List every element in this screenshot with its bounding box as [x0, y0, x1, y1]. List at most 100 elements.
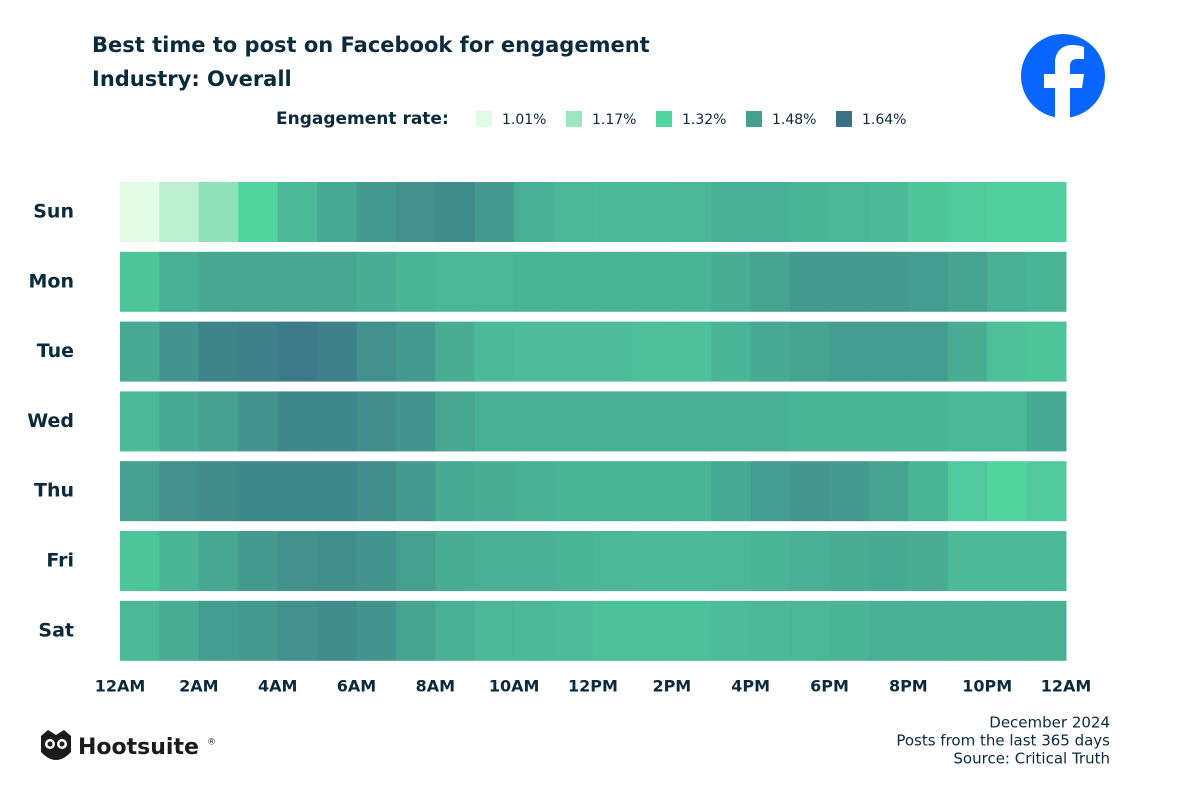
legend-label: 1.01%	[502, 112, 546, 128]
heatmap-cell	[908, 531, 949, 591]
brand-name: Hootsuite	[78, 735, 199, 760]
heatmap-cell	[711, 251, 752, 312]
heatmap-cell	[159, 321, 200, 382]
heatmap-cell	[671, 531, 712, 591]
heatmap-cell	[159, 531, 200, 591]
heatmap-cell	[435, 182, 476, 242]
heatmap-cell	[474, 391, 515, 452]
heatmap-cell	[593, 321, 633, 382]
heatmap-cell	[277, 600, 318, 661]
hootsuite-logo: Hootsuite ®	[41, 730, 216, 760]
heatmap-cell	[593, 461, 633, 522]
heatmap-cell	[238, 461, 279, 522]
heatmap-cell	[198, 321, 239, 382]
x-tick-label: 10PM	[962, 677, 1012, 696]
heatmap-cell	[395, 461, 436, 522]
heatmap-cell	[238, 251, 279, 312]
heatmap-cell	[553, 182, 594, 242]
heatmap-cell	[632, 391, 673, 452]
heatmap-cell	[356, 321, 397, 382]
heatmap-cell	[356, 461, 397, 522]
heatmap-cell	[632, 182, 673, 242]
heatmap-cell	[947, 391, 988, 452]
x-tick-label: 6AM	[337, 677, 376, 696]
legend-label: 1.48%	[772, 112, 816, 128]
heatmap-cell	[120, 531, 160, 591]
heatmap-cell	[790, 182, 830, 242]
y-tick-label: Tue	[37, 340, 74, 362]
heatmap-cell	[435, 461, 476, 522]
heatmap-cell	[514, 251, 555, 312]
heatmap-cell	[120, 391, 160, 452]
heatmap-cell	[120, 321, 160, 382]
heatmap-cell	[474, 251, 515, 312]
x-tick-label: 12AM	[1041, 677, 1092, 696]
heatmap-cell	[632, 251, 673, 312]
heatmap-cell	[198, 391, 239, 452]
x-tick-label: 12PM	[568, 677, 618, 696]
heatmap-cell	[514, 461, 555, 522]
heatmap-cell	[790, 391, 830, 452]
heatmap-cell	[947, 600, 988, 661]
heatmap-cell	[238, 531, 279, 591]
heatmap-cell	[553, 531, 594, 591]
legend-label: 1.32%	[682, 112, 726, 128]
heatmap-cell	[632, 461, 673, 522]
heatmap-cell	[790, 600, 830, 661]
heatmap-cell	[514, 531, 555, 591]
heatmap-cell	[238, 391, 279, 452]
heatmap-cell	[947, 531, 988, 591]
heatmap-cell	[1026, 531, 1067, 591]
y-tick-label: Fri	[46, 550, 74, 572]
heatmap-cell	[908, 600, 949, 661]
heatmap-cell	[1026, 391, 1067, 452]
heatmap-cell	[435, 251, 476, 312]
heatmap-cell	[750, 251, 791, 312]
heatmap-cell	[829, 531, 870, 591]
legend-label: 1.64%	[862, 112, 906, 128]
heatmap-cell	[829, 182, 870, 242]
legend-swatch	[566, 111, 582, 127]
legend-swatch	[656, 111, 672, 127]
legend-swatch	[836, 111, 852, 127]
heatmap-cell	[553, 600, 594, 661]
heatmap-cell	[868, 182, 909, 242]
owl-body	[41, 730, 71, 760]
chart-subtitle: Industry: Overall	[92, 67, 292, 91]
heatmap-cell	[987, 321, 1028, 382]
heatmap-cell	[868, 321, 909, 382]
footnote: Posts from the last 365 days	[896, 732, 1110, 750]
heatmap-cell	[671, 461, 712, 522]
legend-label: 1.17%	[592, 112, 636, 128]
heatmap-cell	[947, 321, 988, 382]
y-tick-label: Sat	[38, 619, 74, 641]
source: Source: Critical Truth	[953, 750, 1110, 768]
x-tick-label: 2AM	[179, 677, 218, 696]
heatmap-cell	[711, 391, 752, 452]
heatmap-cell	[908, 182, 949, 242]
x-tick-label: 12AM	[95, 677, 146, 696]
heatmap-cell	[317, 391, 357, 452]
heatmap-cell	[868, 251, 909, 312]
heatmap-cell	[1026, 182, 1067, 242]
x-tick-label: 6PM	[810, 677, 849, 696]
heatmap-cell	[593, 600, 633, 661]
heatmap-cell	[395, 600, 436, 661]
heatmap-cell	[474, 321, 515, 382]
heatmap-cell	[593, 391, 633, 452]
heatmap-cell	[711, 182, 752, 242]
heatmap-cell	[987, 251, 1028, 312]
x-tick-label: 10AM	[489, 677, 540, 696]
heatmap-cell	[868, 461, 909, 522]
heatmap-cell	[514, 391, 555, 452]
heatmap-cell	[671, 600, 712, 661]
heatmap-cell	[395, 531, 436, 591]
heatmap-cell	[829, 391, 870, 452]
heatmap-cell	[711, 321, 752, 382]
heatmap-cell	[198, 531, 239, 591]
heatmap-cell	[750, 531, 791, 591]
legend-swatch	[476, 111, 492, 127]
heatmap-cell	[474, 531, 515, 591]
heatmap-cell	[1026, 321, 1067, 382]
heatmap-cell	[593, 182, 633, 242]
